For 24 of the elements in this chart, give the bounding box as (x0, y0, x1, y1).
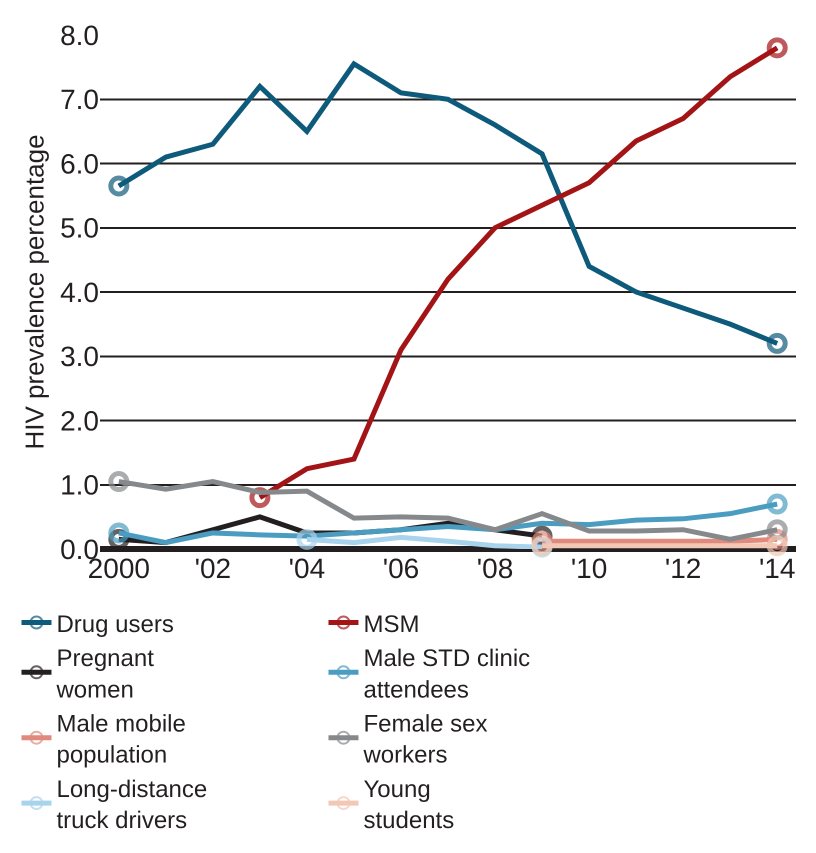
y-tick-label: 7.0 (60, 84, 99, 116)
legend-label: Male STD clinic attendees (363, 645, 530, 704)
y-tick-label: 3.0 (60, 341, 99, 372)
legend-label: Drug users (56, 610, 174, 638)
x-tick-label: '10 (570, 553, 608, 584)
legend-label: Young students (363, 776, 454, 834)
y-tick-label: 8.0 (60, 20, 99, 51)
y-tick-label: 5.0 (60, 212, 99, 244)
y-tick-label: 6.0 (60, 148, 99, 180)
y-tick-label: 1.0 (60, 470, 99, 501)
y-tick-label: 4.0 (60, 276, 99, 308)
x-tick-label: '04 (288, 553, 326, 584)
x-tick-label: '06 (382, 553, 420, 584)
x-tick-label: '08 (476, 553, 514, 584)
y-axis-title: HIV prevalence percentage (19, 134, 50, 450)
x-tick-label: '14 (758, 553, 796, 584)
x-tick-label: '02 (194, 553, 232, 584)
y-tick-label: 2.0 (60, 405, 99, 436)
legend-label: Long-distance truck drivers (56, 776, 208, 834)
legend-label: Male mobile population (56, 710, 186, 769)
legend-label: Female sex workers (362, 710, 488, 769)
legend-label: MSM (363, 610, 420, 638)
x-tick-label: '12 (664, 553, 702, 584)
legend-label: Pregnant women (55, 645, 154, 704)
